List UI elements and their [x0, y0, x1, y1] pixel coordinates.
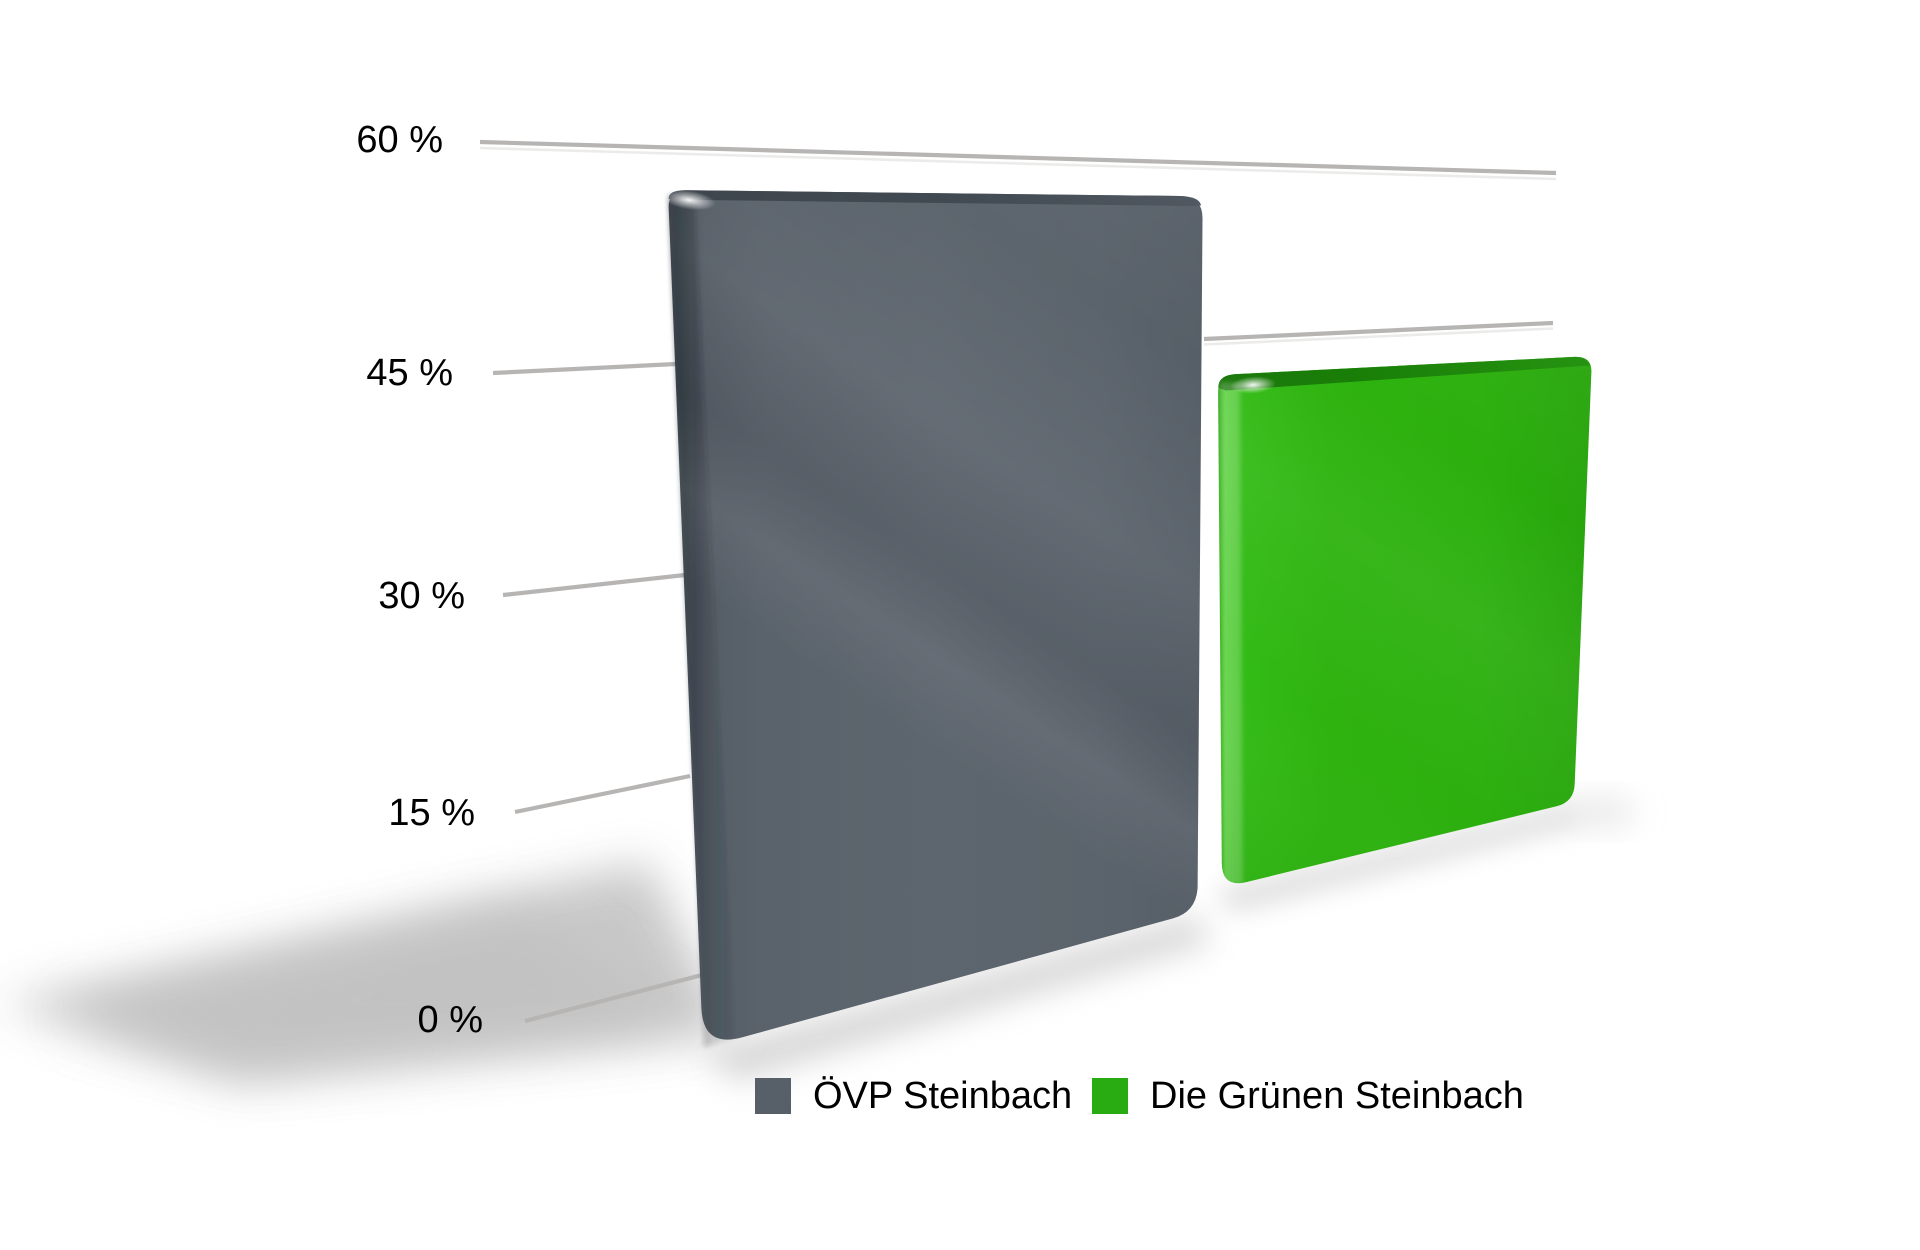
- gruene-bar-shadow: [1216, 804, 1582, 912]
- ytick-0: 0 %: [417, 999, 483, 1041]
- gridline-15: [514, 773, 691, 815]
- legend-item-gruene: Die Grünen Steinbach: [1092, 1075, 1524, 1117]
- gruene-bar-highlight: [1230, 376, 1276, 394]
- gridline-45-left: [492, 361, 677, 376]
- bar-oevp-steinbach: [662, 189, 1203, 1047]
- legend-label-gruene: Die Grünen Steinbach: [1150, 1075, 1524, 1117]
- gridline-60: [479, 139, 1557, 176]
- ytick-15: 15 %: [388, 792, 475, 834]
- gridline-0: [524, 972, 703, 1024]
- gruene-bar-sheen: [1218, 356, 1592, 884]
- legend-label-oevp: ÖVP Steinbach: [813, 1075, 1073, 1117]
- bar-gruene-steinbach: [1218, 356, 1592, 886]
- floor-shadow: [0, 862, 732, 1083]
- gruene-bar-corner-shadow: [1564, 798, 1636, 826]
- ytick-45: 45 %: [366, 352, 453, 394]
- legend-item-oevp: ÖVP Steinbach: [755, 1075, 1073, 1117]
- ytick-60: 60 %: [356, 119, 443, 161]
- floor-shadow-core: [60, 910, 690, 1062]
- legend-swatch-gruene: [1092, 1078, 1128, 1114]
- gridline-45-shadow: [1203, 327, 1554, 346]
- gridline-60-shadow: [479, 146, 1557, 181]
- gridlines: [479, 139, 1557, 1024]
- legend-swatch-oevp: [755, 1078, 791, 1114]
- oevp-bar-highlight: [662, 189, 716, 211]
- oevp-bar-shadow: [702, 916, 1210, 1080]
- oevp-bar-sheen: [668, 190, 1203, 1040]
- gridline-45-right: [1203, 320, 1554, 342]
- ytick-30: 30 %: [378, 575, 465, 617]
- gridline-30: [502, 572, 686, 598]
